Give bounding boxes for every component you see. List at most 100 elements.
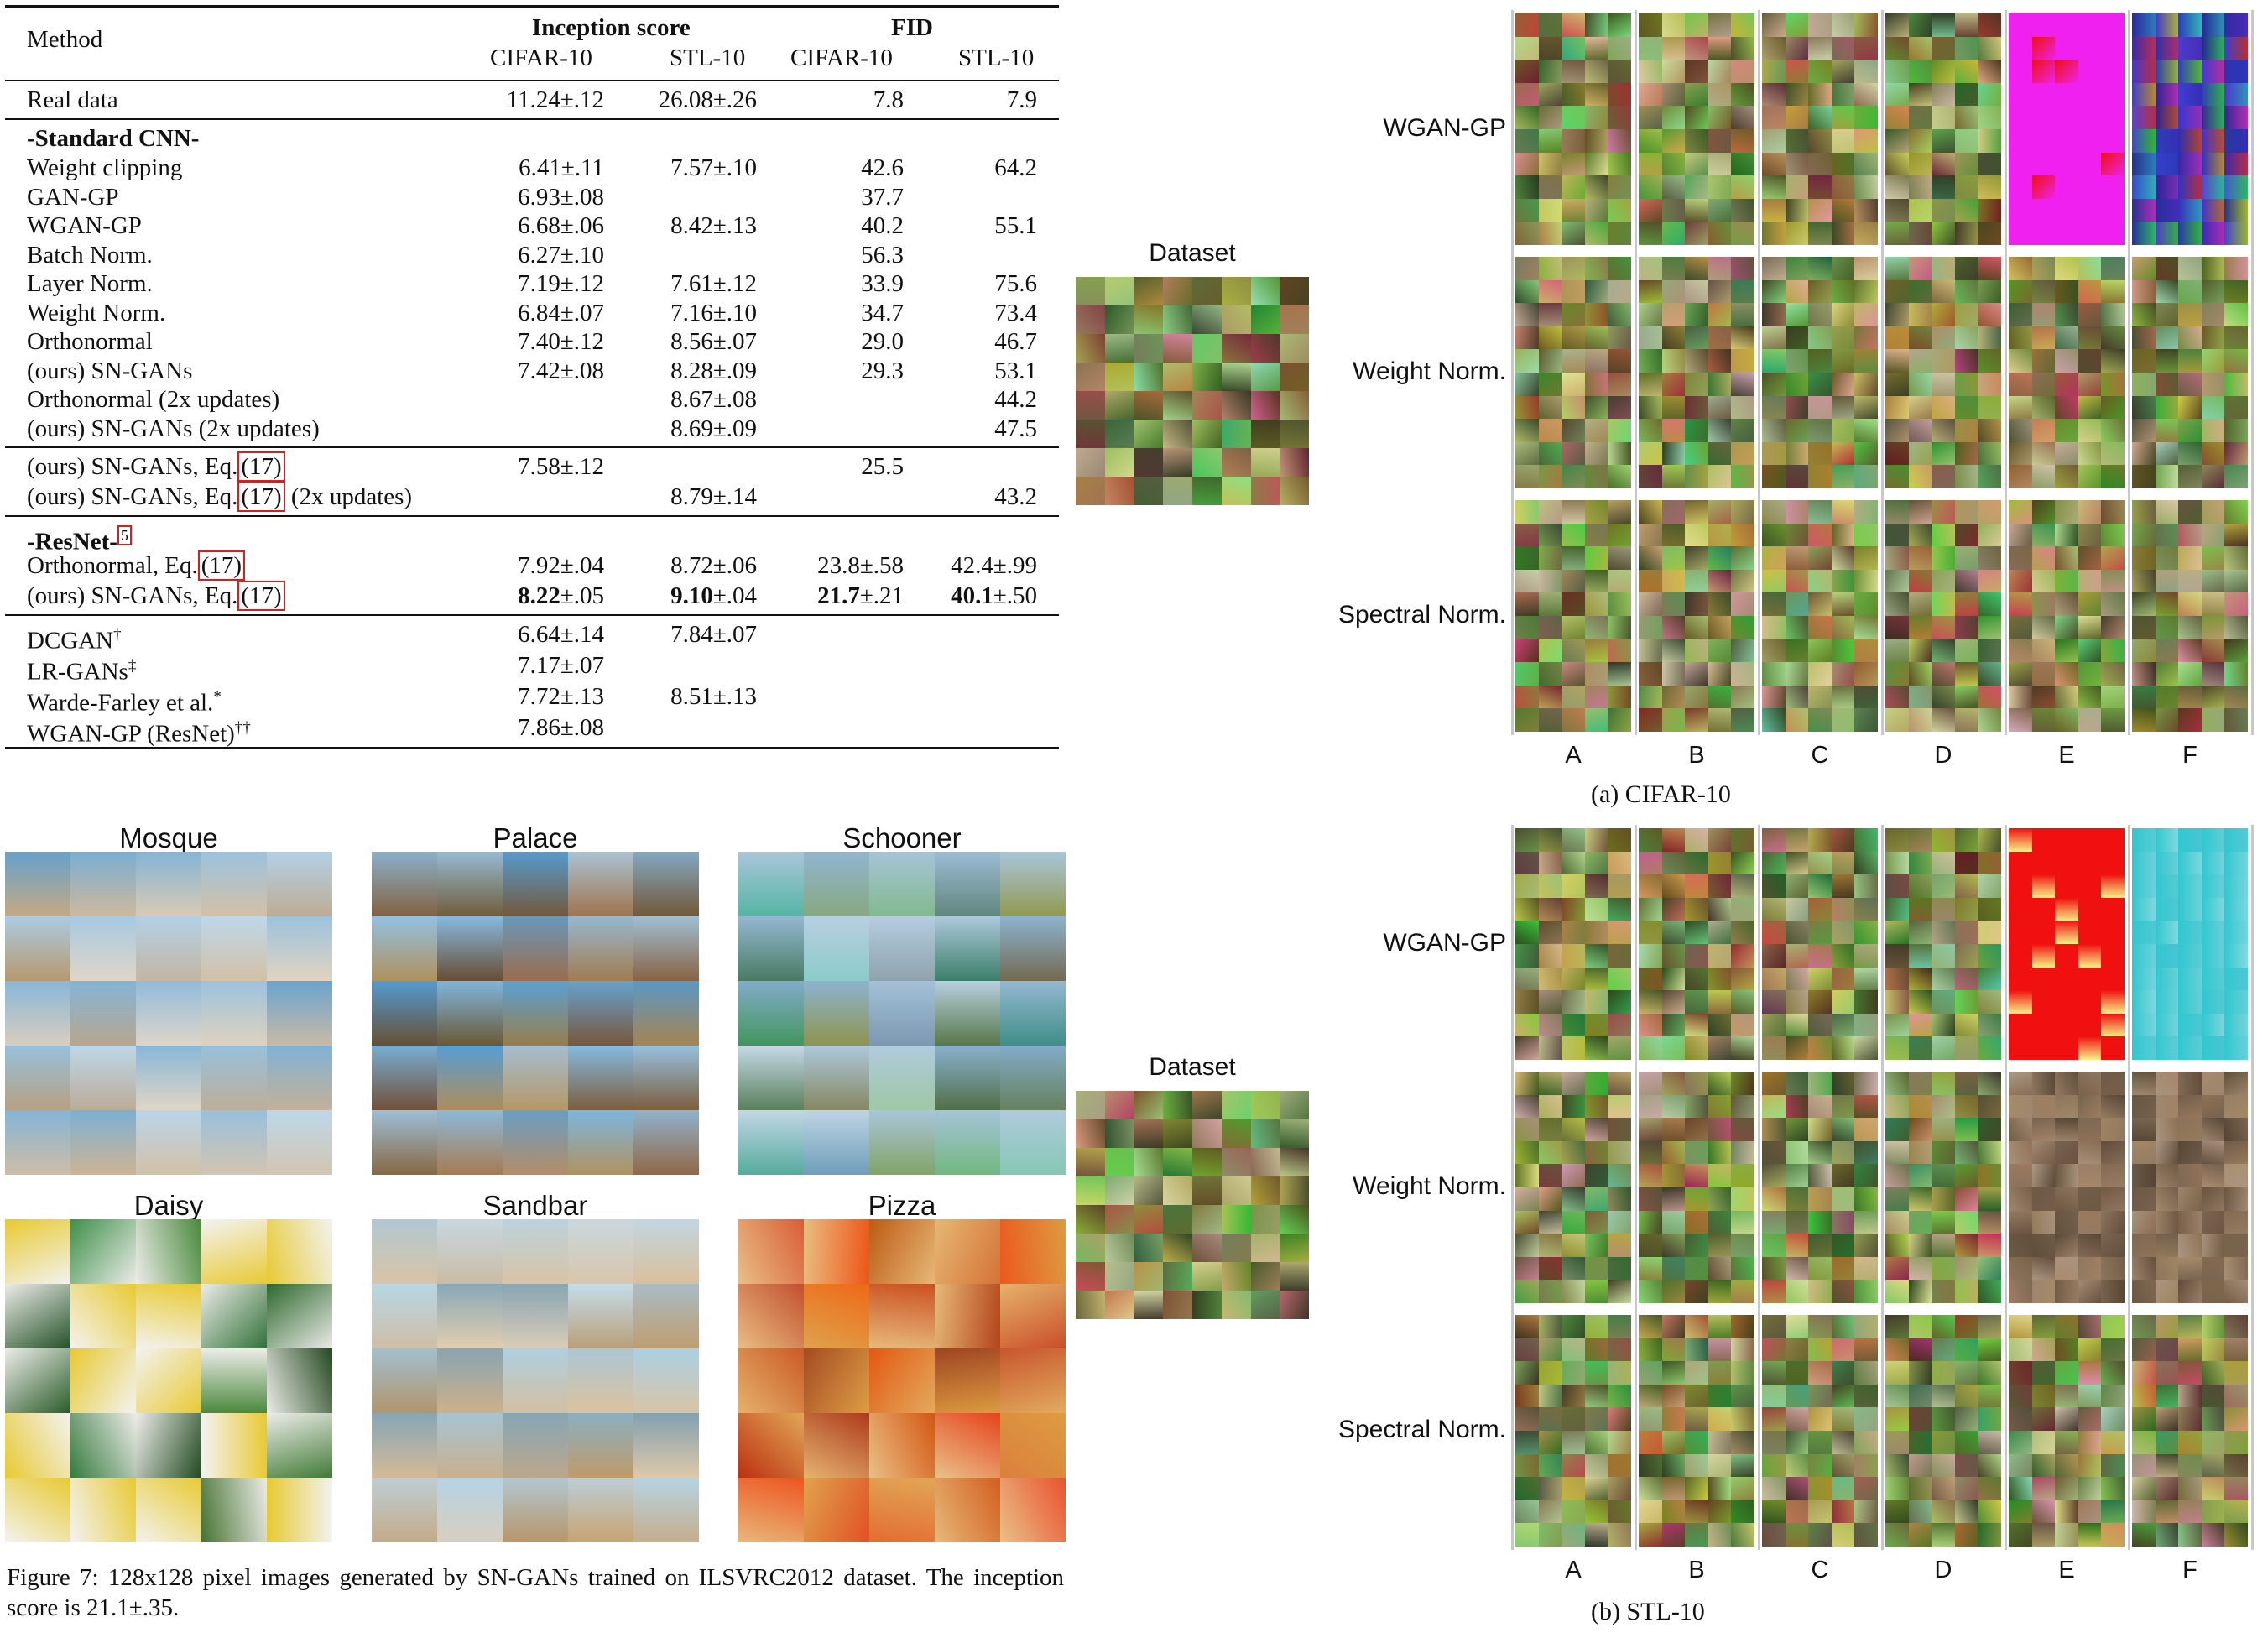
class-image-grid: [738, 852, 1066, 1175]
sample-image: [2055, 441, 2079, 466]
sample-image: [1608, 1187, 1631, 1212]
sample-image: [1954, 198, 1979, 222]
sample-image: [1854, 419, 1878, 443]
column-label: F: [2182, 742, 2198, 769]
sample-image: [1908, 129, 1932, 154]
sample-image: [1785, 1094, 1809, 1119]
is-stl-cell: 7.84±.07: [670, 621, 757, 648]
fid-stl-cell: 7.9: [1006, 86, 1037, 113]
sample-image: [70, 981, 137, 1046]
sample-image: [1932, 279, 1956, 304]
sample-image: [1885, 1315, 1910, 1339]
sample-image: [1932, 152, 1956, 176]
sample-image: [1685, 129, 1709, 154]
sample-image: [201, 852, 268, 917]
sample-image: [1661, 303, 1686, 327]
sample-image: [2155, 1407, 2179, 1432]
sample-image: [804, 1413, 870, 1479]
sample-image: [1808, 1431, 1833, 1455]
sample-image: [1661, 13, 1686, 38]
sample-image: [1661, 828, 1686, 853]
sample-image: [1885, 1500, 1910, 1524]
sample-image: [1639, 465, 1663, 488]
sample-image: [1831, 395, 1855, 420]
sample-image: [2031, 897, 2056, 921]
sample-image: [1932, 326, 1956, 350]
sample-image: [2009, 662, 2033, 686]
table-row: (ours) SN-GANs, Eq. (17) 8.22±.05 9.10±.04 2…: [5, 581, 1059, 611]
sample-image: [1978, 465, 2001, 488]
sample-image: [1785, 921, 1809, 945]
sample-image: [1538, 60, 1562, 84]
sample-image: [1708, 257, 1732, 281]
sample-image: [1954, 1036, 1979, 1060]
sample-image: [2009, 1094, 2033, 1119]
sample-image: [2055, 662, 2079, 686]
equation-ref-link[interactable]: (17): [197, 550, 246, 581]
sample-image: [1163, 477, 1193, 505]
generated-samples-grid: [1515, 828, 1631, 1060]
sample-image: [1685, 1234, 1709, 1258]
sample-image: [1808, 303, 1833, 327]
sample-image: [1808, 967, 1833, 991]
sample-image: [2101, 921, 2125, 945]
sample-image: [1854, 1453, 1878, 1478]
sample-image: [1608, 395, 1631, 420]
real-data-section: Real data 11.24±.12 26.08±.26 7.8 7.9: [5, 81, 1059, 118]
sample-image: [372, 1348, 438, 1414]
sample-image: [1538, 1013, 1562, 1037]
sample-image: [1584, 465, 1608, 488]
sample-image: [2178, 708, 2203, 732]
sample-image: [1639, 1453, 1663, 1478]
sample-image: [1515, 1234, 1540, 1258]
sample-image: [869, 916, 936, 982]
column-label: C: [1811, 1557, 1829, 1583]
sample-image: [2078, 1407, 2102, 1432]
sample-image: [1731, 546, 1754, 571]
equation-ref-link[interactable]: (17): [237, 451, 285, 482]
sample-image: [1885, 257, 1910, 281]
column-separator: [2005, 825, 2007, 1550]
sample-image: [1708, 616, 1732, 640]
sample-image: [1608, 60, 1631, 84]
method-text: LR-GANs: [27, 658, 128, 686]
sample-image: [1661, 1072, 1686, 1096]
sample-image: [2132, 1187, 2156, 1212]
sample-image: [1608, 921, 1631, 945]
sample-image: [1854, 1361, 1878, 1385]
sample-image: [2224, 257, 2248, 281]
sample-image: [1708, 303, 1732, 327]
sample-image: [2201, 851, 2225, 875]
sample-image: [1978, 129, 2001, 154]
sample-image: [1515, 569, 1540, 593]
sample-image: [2132, 990, 2156, 1015]
equation-ref-link[interactable]: (17): [237, 581, 285, 611]
sample-image: [2101, 708, 2125, 732]
sample-image: [1932, 592, 1956, 617]
sample-image: [503, 916, 569, 982]
sample-image: [2055, 944, 2079, 968]
sample-image: [1562, 851, 1586, 875]
sample-image: [2101, 373, 2125, 397]
sample-image: [2078, 106, 2102, 130]
sample-image: [1515, 152, 1540, 176]
sample-image: [1163, 1148, 1193, 1177]
sample-image: [2132, 1036, 2156, 1060]
column-separator: [1881, 825, 1884, 1550]
sample-image: [2101, 662, 2125, 686]
sample-image: [1785, 685, 1809, 709]
class-image-grid: [5, 1219, 332, 1542]
sample-image: [2009, 1407, 2033, 1432]
sample-image: [2201, 106, 2225, 130]
column-separator: [1511, 825, 1514, 1550]
equation-ref-link[interactable]: (17): [237, 482, 285, 512]
sample-image: [1731, 279, 1754, 304]
sample-image: [2009, 828, 2033, 853]
sample-image: [1978, 1094, 2001, 1119]
sample-image: [1661, 257, 1686, 281]
sample-image: [1584, 944, 1608, 968]
footnote-ref[interactable]: 5: [117, 525, 132, 545]
sample-image: [1639, 198, 1663, 222]
sample-image: [1885, 82, 1910, 107]
sample-image: [1538, 874, 1562, 899]
